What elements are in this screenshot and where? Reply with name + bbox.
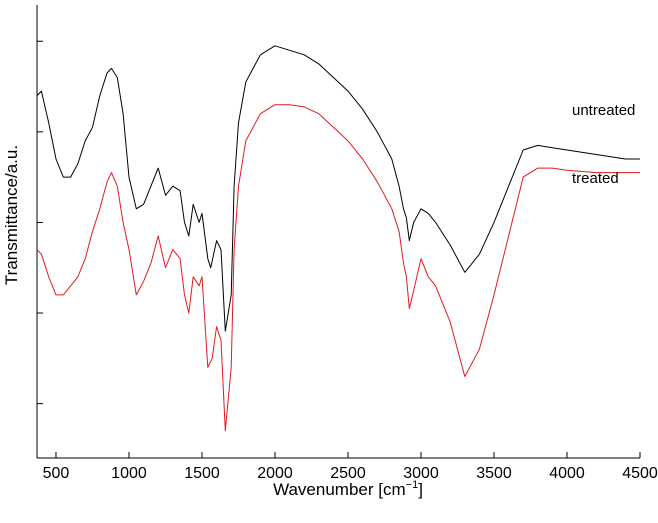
x-tick-label: 3000: [403, 465, 439, 482]
x-tick-label: 3500: [476, 465, 512, 482]
y-axis-ticks: [37, 40, 43, 405]
x-axis-ticks: 500 1000 1500 2000 2500 3000 3500 4000 4500: [43, 452, 658, 482]
y-axis-title: Transmittance/a.u.: [2, 145, 21, 285]
x-axis-title: Wavenumber [cm−1]: [273, 479, 423, 499]
x-tick-label: 1500: [184, 465, 220, 482]
series-line-treated: [36, 104, 640, 432]
series-label-untreated: untreated: [572, 102, 635, 119]
x-tick-label: 1000: [111, 465, 147, 482]
series-label-treated: treated: [572, 170, 619, 187]
series-line-untreated: [36, 45, 640, 332]
x-tick-label: 500: [43, 465, 70, 482]
x-tick-label: 4000: [549, 465, 585, 482]
x-tick-label: 4500: [622, 465, 658, 482]
x-tick-label: 2500: [330, 465, 366, 482]
series-lines: [36, 45, 640, 432]
x-tick-label: 2000: [257, 465, 293, 482]
